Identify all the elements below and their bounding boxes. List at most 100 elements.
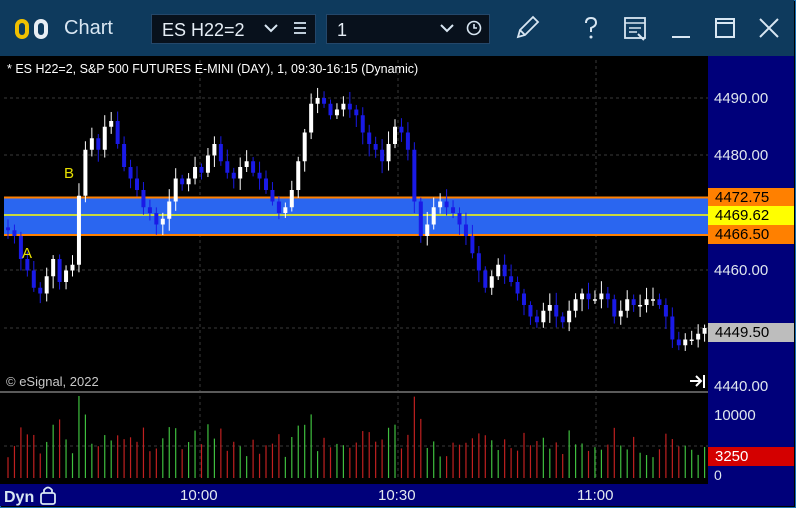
candle-body [180, 178, 185, 185]
mode-label: Dyn [4, 489, 35, 506]
candle-body [251, 161, 256, 173]
symbol-value: ES H22=2 [162, 20, 245, 40]
candle-body [154, 213, 159, 225]
candle-body [541, 310, 546, 323]
candle-body [122, 144, 127, 167]
candle-body [147, 207, 152, 213]
price-tag-upper: 4472.75 [708, 188, 794, 207]
pencil-icon[interactable] [512, 13, 542, 43]
candle-body [315, 98, 320, 104]
candle-body [160, 218, 165, 225]
candle-body [12, 230, 17, 236]
candle-body [618, 310, 623, 317]
zone-band[interactable] [4, 196, 708, 236]
candle-body [625, 299, 630, 311]
candle-body [341, 103, 346, 110]
symbol-selector[interactable]: ES H22=2 [151, 14, 316, 44]
candle-body [367, 132, 372, 144]
lock-icon[interactable] [39, 485, 57, 505]
candle-body [599, 293, 604, 300]
candle-body [328, 103, 333, 116]
candle-body [683, 339, 688, 346]
candle-body [696, 333, 701, 340]
candle-body [496, 264, 501, 277]
candle-body [605, 293, 610, 300]
candle-body [515, 282, 520, 294]
volume-label-top: 10000 [714, 407, 756, 424]
volume-bars [7, 396, 706, 478]
candle-body [386, 144, 391, 162]
candle-body [483, 270, 488, 288]
scroll-to-end-icon[interactable] [690, 375, 705, 388]
candle-body [670, 316, 675, 340]
candle-body [631, 299, 636, 305]
candle-body [199, 167, 204, 173]
candle-body [283, 207, 288, 213]
candle-body [83, 149, 88, 196]
candle-body [470, 236, 475, 254]
candle-body [38, 287, 43, 294]
time-label-1030: 10:30 [378, 487, 416, 504]
candle-body [522, 293, 526, 305]
page-setup-icon[interactable] [620, 13, 650, 43]
candle-body [296, 161, 301, 190]
interval-value: 1 [337, 20, 348, 40]
candle-body [64, 270, 69, 282]
candle-body [89, 138, 94, 150]
maximize-icon[interactable] [710, 13, 740, 43]
candle-body [412, 149, 417, 202]
candle-body [360, 115, 365, 133]
candle-body [276, 201, 281, 213]
band-fill [4, 198, 708, 235]
candle-body [689, 339, 694, 341]
help-icon[interactable] [576, 13, 606, 43]
minimize-icon[interactable] [666, 13, 696, 43]
symbol-list-icon[interactable] [292, 20, 308, 36]
candle-body [18, 236, 23, 259]
chevron-down-icon[interactable] [439, 20, 455, 36]
candle-body [567, 310, 572, 323]
candle-body [489, 276, 494, 288]
candle-body [405, 132, 410, 150]
time-axis-panel[interactable] [0, 484, 794, 506]
chart-caption: * ES H22=2, S&P 500 FUTURES E-MINI (DAY)… [7, 62, 419, 76]
candle-body [651, 299, 655, 301]
candle-body [418, 201, 423, 236]
candle-body [534, 316, 539, 323]
app-logo-icon [15, 19, 48, 39]
price-label-4480: 4480.00 [714, 147, 769, 164]
candle-body [347, 103, 352, 110]
price-chart[interactable]: A B [0, 56, 794, 506]
volume-axis-panel [708, 384, 794, 484]
candle-body [51, 259, 56, 277]
marker-b: B [64, 165, 74, 182]
candle-body [463, 224, 468, 236]
candle-body [70, 264, 75, 271]
candle-body [554, 305, 559, 317]
candle-body [141, 190, 146, 208]
candle-body [580, 293, 585, 300]
candle-body [289, 190, 294, 208]
candle-body [425, 224, 430, 236]
dynamic-mode-toggle[interactable]: Dyn [4, 485, 57, 507]
price-gridlines [4, 60, 708, 480]
candle-body [212, 144, 217, 156]
candle-body [167, 201, 172, 219]
interval-selector[interactable]: 1 [326, 14, 490, 44]
candle-body [218, 144, 223, 162]
candle-body [225, 161, 230, 173]
clock-icon[interactable] [466, 20, 482, 36]
candle-body [354, 109, 359, 116]
candle-body [309, 103, 314, 133]
chevron-down-icon[interactable] [263, 20, 279, 36]
candle-body [128, 167, 133, 179]
time-label-1100: 11:00 [577, 487, 614, 504]
candle-body [399, 126, 404, 133]
candle-body [573, 299, 578, 311]
candle-body [676, 339, 681, 346]
candle-body [509, 276, 514, 282]
close-icon[interactable] [754, 13, 784, 43]
candle-body [431, 207, 436, 225]
candle-body [57, 259, 62, 282]
candle-body [560, 316, 565, 323]
